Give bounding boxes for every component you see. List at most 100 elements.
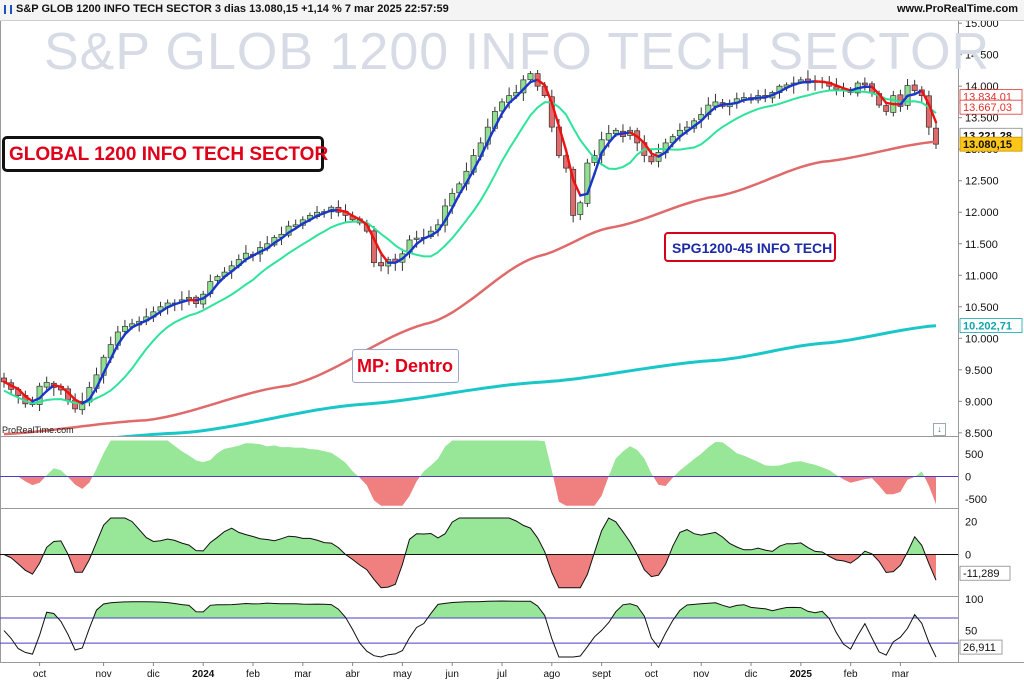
y-tick-label: 11.000 [965,270,998,282]
ma-fast-segment [408,242,418,254]
ma-fast-segment [515,88,525,98]
x-tick-label: dic [147,669,160,680]
ma-fast-segment [571,178,582,197]
chart-header: S&P GLOB 1200 INFO TECH SECTOR 3 dias 13… [0,0,1024,21]
ma-fast-segment [771,90,781,97]
osc2-value-label: -11,289 [963,568,1000,580]
ma-fast-segment [671,135,682,146]
x-tick-label: 2025 [790,669,813,680]
ma-fast-segment [237,258,248,268]
ma-fast-segment [130,322,141,329]
ma-fast-segment [280,231,290,240]
annotation-global: GLOBAL 1200 INFO TECH SECTOR [2,136,328,172]
ma-fast-segment [45,384,56,393]
osc1-tick-label: 0 [965,472,971,484]
ma-fast-segment [564,149,575,181]
x-tick-label: nov [96,669,112,680]
ma-fast-segment [9,384,20,391]
ma-fast-segment [899,94,909,106]
download-icon[interactable]: ↓ [933,423,946,436]
osc1-positive-area [4,440,936,477]
ma-fast-segment [600,141,610,154]
candle [911,84,918,91]
candle [883,105,890,112]
ma-fast-segment [550,101,561,128]
y-tick-label: 12.500 [965,176,999,188]
ma-fast-segment [394,257,404,264]
candle [121,325,128,332]
site-link[interactable]: www.ProRealTime.com [896,3,1018,15]
x-tick-label: nov [693,669,709,680]
price-tag-label: 13.667,03 [963,102,1012,114]
y-tick-label: 12.000 [965,207,999,219]
y-tick-label: 14.500 [965,50,999,62]
ma-slow-line [3,140,937,436]
ma-fast-segment [678,130,689,138]
candle [79,400,86,411]
ma-fast-segment [38,389,48,400]
x-tick-label: ago [543,669,560,680]
ma-long-line [116,324,937,436]
ma-fast-segment [500,101,511,115]
osc3-overbought-area [4,601,936,618]
ma-fast-segment [835,84,845,90]
ma-fast-segment [315,211,326,218]
ma-mid-line [3,89,937,405]
ma-fast-segment [507,95,518,105]
ma-fast-segment [2,380,13,387]
ma-fast-segment [152,310,162,318]
ma-fast-segment [216,275,226,286]
ma-fast-segment [856,85,867,90]
ma-fast-segment [294,222,305,230]
ma-fast-segment [429,229,440,237]
ma-fast-segment [66,391,77,401]
x-tick-label: 2024 [192,669,215,680]
osc3-value-box [959,639,1003,655]
ma-fast-segment [258,247,269,253]
ma-fast-segment [116,333,127,346]
ma-fast-segment [95,371,105,390]
ma-fast-segment [493,112,504,129]
ma-fast-segment [735,98,746,105]
ma-fast-segment [365,223,376,241]
candle [378,262,385,267]
ma-fast-segment [223,270,233,278]
osc3-tick-label: 50 [965,626,977,638]
annotation-spg: SPG1200-45 INFO TECH [664,232,836,262]
candle [527,73,534,81]
ma-fast-segment [472,155,482,172]
price-tag-box [959,318,1023,333]
price-tag-label: 13.080,15 [963,139,1012,151]
ma-fast-segment [52,384,63,388]
ma-fast-segment [536,78,546,87]
osc2-tick-label: 20 [965,516,977,528]
ma-fast-segment [344,210,354,218]
ma-fast-segment [266,241,276,250]
ma-fast-segment [194,297,205,302]
candle [43,382,50,388]
ma-fast-segment [372,237,383,255]
ma-fast-segment [244,254,255,261]
ma-fast-segment [764,93,774,99]
chart-icon [4,5,12,14]
ma-fast-segment [180,298,191,304]
ma-fast-segment [59,385,70,394]
y-tick-label: 9.500 [965,365,993,377]
annotation-mp: MP: Dentro [352,349,459,383]
ma-fast-segment [301,218,312,225]
ma-fast-segment [273,237,283,245]
ma-fast-segment [707,105,717,115]
ma-fast-segment [415,237,425,246]
ma-fast-segment [742,97,753,102]
ma-fast-segment [436,219,447,233]
osc2-line [3,517,937,589]
ma-fast-segment [643,141,653,155]
ma-fast-segment [714,103,724,109]
ma-fast-segment [230,264,240,273]
chart-title: S&P GLOB 1200 INFO TECH SECTOR 3 dias 13… [16,3,449,15]
ma-fast-segment [586,172,596,195]
ma-fast-segment [529,78,539,84]
x-tick-label: mar [892,669,910,680]
ma-fast-segment [458,181,468,196]
